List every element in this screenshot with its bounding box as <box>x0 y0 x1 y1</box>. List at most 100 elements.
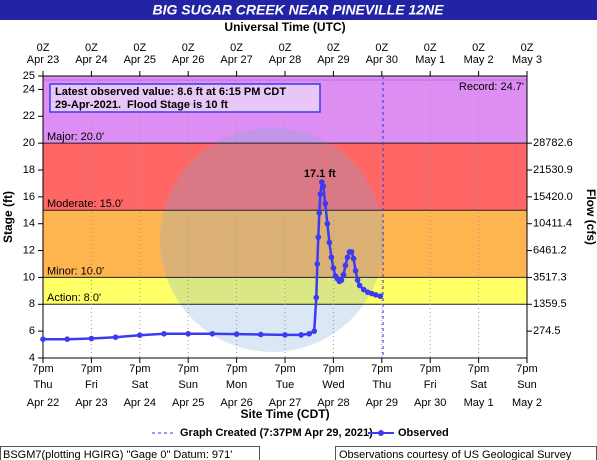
data-point <box>320 183 327 189</box>
y2-tick-label: 21530.9 <box>533 164 573 176</box>
x2-tick-label: Apr 28 <box>269 54 301 66</box>
x2-tick-label: 0Z <box>37 42 50 54</box>
data-point <box>330 265 337 271</box>
y-tick-label: 16 <box>23 191 35 203</box>
y2-tick-label: 1359.5 <box>533 298 567 310</box>
watermark <box>160 128 384 352</box>
data-point <box>233 331 240 337</box>
x2-tick-label: 0Z <box>85 42 98 54</box>
data-point <box>342 262 349 269</box>
footer-right: Observations courtesy of US Geological S… <box>339 449 572 460</box>
x2-tick-label: 0Z <box>472 42 485 54</box>
x-tick-label: 7pm <box>32 363 53 375</box>
data-point <box>360 286 367 293</box>
x-tick-label: Mon <box>226 379 247 391</box>
x-tick-label: Tue <box>276 379 295 391</box>
x-tick-label: May 1 <box>464 397 494 409</box>
data-point <box>209 331 216 337</box>
data-point <box>161 331 167 337</box>
data-point <box>356 282 363 289</box>
x-tick-label: Sun <box>178 379 198 391</box>
x2-tick-label: 0Z <box>182 42 195 54</box>
data-point <box>324 220 331 227</box>
y-tick-label: 20 <box>23 137 35 149</box>
x-tick-label: Thu <box>34 379 53 391</box>
y-tick-label: 6 <box>29 325 35 337</box>
flood-band <box>43 277 527 305</box>
data-point <box>316 210 323 216</box>
y-axis-title: Stage (ft) <box>1 191 15 243</box>
x-tick-label: 7pm <box>274 363 295 375</box>
data-point <box>372 292 379 298</box>
data-point <box>64 336 70 343</box>
x2-tick-label: 0Z <box>279 42 292 54</box>
annotation: Flood Stage is 10 ft <box>127 99 228 111</box>
data-point <box>306 331 313 337</box>
y2-tick-label: 6461.2 <box>533 244 567 256</box>
data-point <box>326 239 333 246</box>
x2-tick-label: Apr 29 <box>317 54 349 66</box>
x2-tick-label: Apr 26 <box>172 54 204 66</box>
x-tick-label: May 2 <box>512 397 542 409</box>
x-axis-title: Site Time (CDT) <box>240 407 329 421</box>
y-tick-label: 4 <box>29 352 35 364</box>
x2-tick-label: 0Z <box>375 42 388 54</box>
x-tick-label: Apr 22 <box>27 397 59 409</box>
data-point <box>314 261 321 267</box>
x-tick-label: Wed <box>322 379 344 391</box>
plot-frame <box>42 75 528 359</box>
data-point <box>317 191 324 197</box>
annotation: Latest observed value: 8.6 ft at 6:15 PM… <box>55 86 286 98</box>
legend-label: Observed <box>398 427 449 439</box>
x-tick-label: Sun <box>517 379 537 391</box>
data-point <box>258 331 264 338</box>
data-point <box>88 335 95 342</box>
y2-tick-label: 274.5 <box>533 325 561 337</box>
data-point <box>338 277 345 283</box>
x2-tick-label: May 2 <box>464 54 494 66</box>
x-tick-label: Sat <box>470 379 487 391</box>
x2-tick-label: 0Z <box>424 42 437 54</box>
x-tick-label: Apr 23 <box>75 397 107 409</box>
flood-label: Moderate: 15.0' <box>47 198 123 210</box>
x-tick-label: Thu <box>372 379 391 391</box>
data-point <box>311 328 318 334</box>
record-label: Record: 24.7' <box>459 81 524 93</box>
x2-tick-label: May 3 <box>512 54 542 66</box>
y2-tick-label: 28782.6 <box>533 137 573 149</box>
x2-tick-label: May 1 <box>415 54 445 66</box>
data-point <box>348 249 355 255</box>
x-tick-label: Apr 28 <box>317 397 349 409</box>
data-point <box>40 336 46 343</box>
data-point <box>340 271 347 278</box>
x-tick-label: 7pm <box>177 363 198 375</box>
x2-tick-label: Apr 24 <box>75 54 107 66</box>
y-tick-label: 14 <box>23 218 35 230</box>
data-point <box>352 267 359 274</box>
y-tick-label: 18 <box>23 164 35 176</box>
x-tick-label: Apr 24 <box>124 397 156 409</box>
annotation-box <box>49 83 321 113</box>
x-tick-label: Fri <box>424 379 437 391</box>
top-axis-title: Universal Time (UTC) <box>224 20 345 34</box>
chart-title: BIG SUGAR CREEK NEAR PINEVILLE 12NE <box>153 2 445 18</box>
y-tick-label: 12 <box>23 244 35 256</box>
flood-label: Major: 20.0' <box>47 131 104 143</box>
data-point <box>137 332 143 338</box>
data-point <box>328 254 335 261</box>
flood-band <box>43 210 527 278</box>
y2-tick-label: 15420.0 <box>533 191 573 203</box>
x2-tick-label: 0Z <box>521 42 534 54</box>
y2-tick-label: 3517.3 <box>533 271 567 283</box>
x-tick-label: Sat <box>132 379 149 391</box>
title-bar <box>0 0 597 20</box>
x-tick-label: 7pm <box>371 363 392 375</box>
data-point <box>315 234 322 240</box>
footer-box <box>0 446 260 460</box>
x-tick-label: 7pm <box>468 363 489 375</box>
y-tick-label: 25 <box>23 70 35 82</box>
data-point <box>112 334 119 340</box>
x-tick-label: 7pm <box>323 363 344 375</box>
data-point <box>377 293 384 300</box>
